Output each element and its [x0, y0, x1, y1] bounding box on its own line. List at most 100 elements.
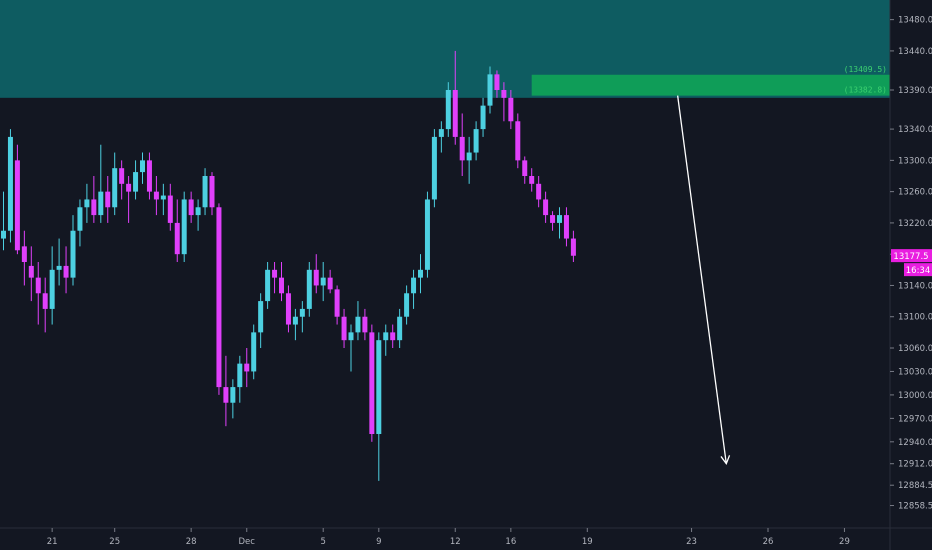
candle[interactable]	[557, 207, 562, 239]
candle[interactable]	[348, 324, 354, 372]
candle[interactable]	[230, 379, 236, 419]
candle[interactable]	[355, 301, 361, 341]
candle[interactable]	[91, 176, 97, 223]
candle[interactable]	[320, 262, 326, 302]
candle[interactable]	[272, 262, 278, 294]
candle[interactable]	[390, 324, 396, 348]
candle[interactable]	[438, 121, 444, 153]
candle[interactable]	[98, 144, 104, 223]
candle[interactable]	[411, 269, 417, 309]
time-tick-label: 23	[686, 537, 697, 547]
candle[interactable]	[501, 82, 507, 122]
candle[interactable]	[563, 207, 569, 247]
candle[interactable]	[515, 113, 521, 169]
candle[interactable]	[112, 152, 118, 216]
time-tick-label: 9	[376, 537, 381, 547]
candle[interactable]	[341, 308, 347, 348]
candle[interactable]	[369, 324, 375, 442]
candle[interactable]	[42, 277, 48, 333]
candle[interactable]	[424, 191, 430, 278]
candle[interactable]	[63, 246, 69, 294]
candle-body	[174, 222, 180, 255]
candle[interactable]	[174, 199, 180, 262]
last-price-tag[interactable]	[891, 249, 932, 263]
candle[interactable]	[258, 293, 264, 348]
candle[interactable]	[140, 152, 145, 184]
candle[interactable]	[49, 246, 55, 325]
candle[interactable]	[285, 285, 291, 333]
candle[interactable]	[480, 97, 486, 137]
candle-body	[424, 199, 430, 270]
candle[interactable]	[292, 308, 298, 341]
candle[interactable]	[306, 262, 312, 317]
time-axis[interactable]: 21 25 28 Dec 5 9 12 16 19 23 26 29	[47, 528, 850, 547]
candle[interactable]	[529, 168, 535, 192]
candle[interactable]	[522, 156, 528, 184]
candle[interactable]	[167, 183, 173, 231]
candle-body	[42, 293, 48, 309]
candle[interactable]	[508, 90, 514, 130]
candle[interactable]	[466, 136, 472, 184]
price-axis[interactable]: 13480.0 13440.0 13390.0 13340.0 13300.0 13260…	[890, 16, 932, 512]
candle[interactable]	[119, 160, 125, 200]
candle[interactable]	[334, 285, 340, 325]
candle[interactable]	[21, 230, 27, 286]
candle[interactable]	[195, 199, 201, 231]
candle[interactable]	[70, 215, 76, 286]
candle[interactable]	[279, 262, 284, 302]
candle[interactable]	[1, 191, 6, 251]
candle[interactable]	[487, 66, 493, 114]
candle[interactable]	[418, 254, 423, 294]
price-tick-label: 13340.0	[898, 125, 932, 135]
candle[interactable]	[216, 203, 222, 395]
candle[interactable]	[536, 176, 542, 208]
candle[interactable]	[14, 144, 20, 255]
candle[interactable]	[202, 168, 208, 216]
candle[interactable]	[313, 254, 319, 294]
price-tick-label: 13480.0	[898, 16, 932, 26]
candle[interactable]	[223, 355, 229, 427]
candle[interactable]	[397, 308, 403, 348]
candle-body	[487, 74, 493, 106]
candle[interactable]	[209, 172, 215, 216]
candle[interactable]	[28, 246, 34, 302]
candle[interactable]	[459, 113, 465, 176]
candle[interactable]	[105, 176, 111, 223]
candle[interactable]	[452, 50, 458, 145]
candle-body	[292, 316, 298, 325]
candle[interactable]	[431, 129, 437, 208]
time-tick-label: 28	[186, 537, 197, 547]
candle[interactable]	[146, 152, 152, 200]
candle[interactable]	[153, 176, 159, 216]
candle[interactable]	[84, 183, 90, 223]
candle[interactable]	[404, 285, 410, 325]
candle[interactable]	[362, 308, 368, 341]
candle[interactable]	[244, 348, 250, 388]
candle-body	[557, 215, 562, 223]
candle[interactable]	[265, 262, 271, 309]
candle[interactable]	[550, 211, 556, 231]
candle[interactable]	[543, 191, 549, 223]
candle[interactable]	[570, 230, 576, 262]
candle[interactable]	[237, 355, 243, 403]
candle[interactable]	[251, 324, 257, 380]
candle[interactable]	[160, 183, 166, 216]
candle[interactable]	[299, 301, 305, 333]
candle[interactable]	[188, 191, 194, 223]
candle[interactable]	[35, 262, 41, 325]
candle[interactable]	[445, 82, 451, 137]
candle[interactable]	[494, 70, 500, 98]
candle[interactable]	[181, 191, 187, 262]
candle[interactable]	[56, 238, 62, 286]
candle[interactable]	[133, 160, 139, 200]
candle[interactable]	[77, 199, 83, 247]
candle[interactable]	[327, 269, 333, 294]
candle[interactable]	[376, 332, 382, 481]
candle[interactable]	[383, 324, 389, 356]
candle[interactable]	[126, 176, 132, 223]
candle[interactable]	[7, 129, 13, 243]
candle-body	[397, 316, 403, 341]
candle[interactable]	[473, 121, 479, 161]
